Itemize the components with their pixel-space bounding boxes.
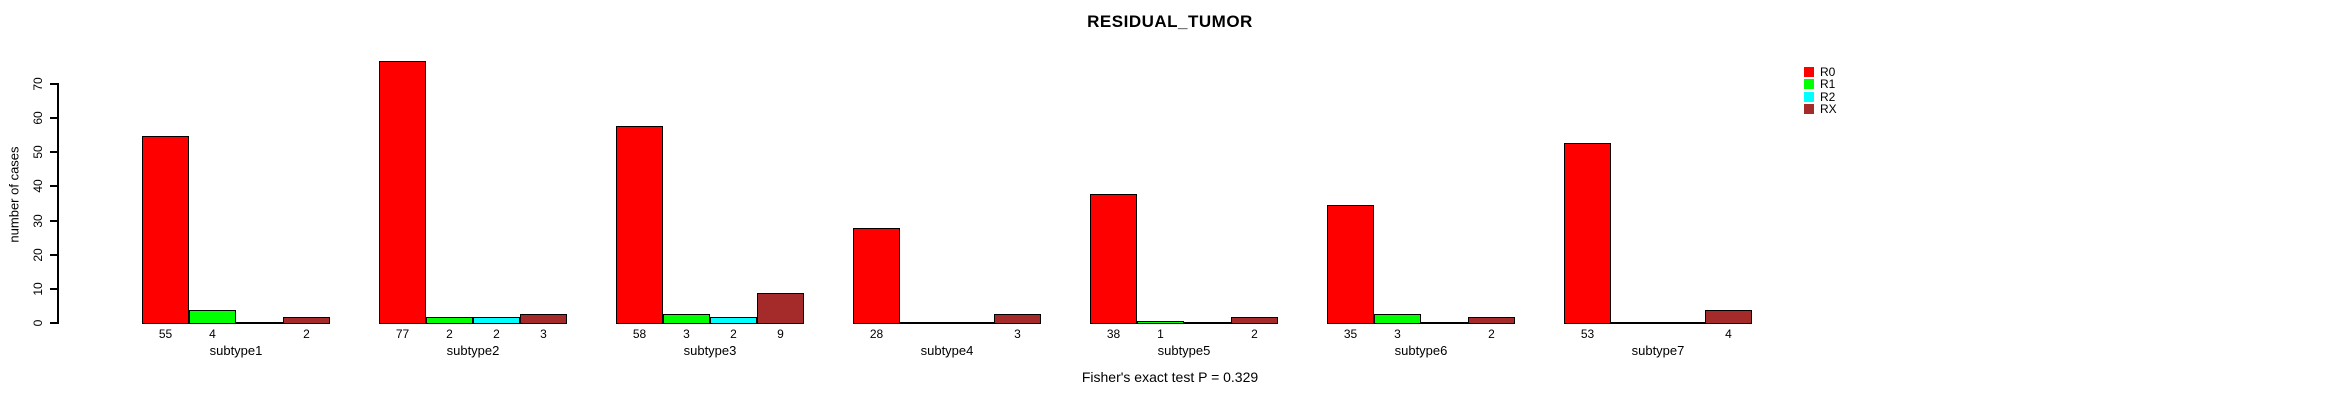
bar-value-label: 4 [1725,327,1732,341]
legend-label-RX: RX [1820,102,1837,117]
bar-R0-subtype6 [1327,204,1374,324]
y-axis-label: number of cases [6,146,22,243]
bar-RX-subtype6 [1468,317,1515,324]
group-baseline [1327,322,1515,324]
fisher-test-annotation: Fisher's exact test P = 0.329 [1081,369,1259,385]
bar-RX-subtype3 [757,293,804,324]
bar-R0-subtype7 [1564,143,1611,324]
legend-label-R2: R2 [1820,89,1836,104]
y-axis-tick-label: 40 [31,179,45,194]
bar-value-label: 2 [730,327,737,341]
bar-value-label: 4 [209,327,216,341]
x-axis-category-label: subtype1 [209,343,263,358]
legend-item-R1: R1 [1804,78,1837,90]
bar-R1-subtype5 [1137,320,1184,324]
bar-R1-subtype2 [426,317,473,324]
legend-item-R0: R0 [1804,66,1837,78]
bar-R2-subtype3 [710,317,757,324]
legend-item-R2: R2 [1804,91,1837,103]
x-axis-category-label: subtype2 [446,343,500,358]
x-axis-category-label: subtype5 [1157,343,1211,358]
y-axis-tick [50,322,57,324]
bar-value-label: 58 [632,327,647,341]
bar-R0-subtype4 [853,228,900,324]
bar-RX-subtype4 [994,313,1041,324]
y-axis-tick-label: 50 [31,145,45,159]
x-axis-category-label: subtype4 [920,343,974,358]
y-axis-tick-label: 60 [31,111,45,125]
bar-value-label: 55 [158,327,173,341]
legend-label-R1: R1 [1820,77,1836,92]
bar-R1-subtype6 [1374,313,1421,324]
bar-value-label: 3 [1394,327,1401,341]
legend-swatch-RX [1804,104,1814,115]
bar-RX-subtype7 [1705,310,1752,324]
y-axis-tick [50,219,57,222]
y-axis-tick [50,83,57,85]
y-axis-tick-label: 70 [31,77,45,91]
bar-value-label: 3 [1014,327,1021,341]
y-axis-line [57,83,59,324]
x-axis-category-label: subtype3 [683,343,737,358]
bar-RX-subtype5 [1231,317,1278,324]
y-axis-tick [50,117,57,120]
legend-item-RX: RX [1804,103,1837,115]
bar-R0-subtype1 [142,136,189,324]
group-baseline [1090,322,1278,324]
group-baseline [853,322,1041,324]
legend-swatch-R0 [1804,67,1814,78]
bar-value-label: 2 [446,327,453,341]
y-axis-tick [50,253,57,256]
bar-value-label: 3 [683,327,690,341]
x-axis-category-label: subtype6 [1394,343,1448,358]
bar-value-label: 1 [1157,327,1164,341]
bar-value-label: 3 [540,327,547,341]
bar-value-label: 2 [1488,327,1495,341]
group-baseline [142,322,330,324]
legend-label-R0: R0 [1820,65,1836,80]
bar-value-label: 38 [1106,327,1121,341]
bar-value-label: 77 [395,327,410,341]
bar-RX-subtype1 [283,317,330,324]
chart-title: RESIDUAL_TUMOR [1087,12,1253,31]
group-baseline [1564,322,1752,324]
bar-R1-subtype1 [189,310,236,324]
bar-R1-subtype3 [663,313,710,324]
bar-value-label: 2 [493,327,500,341]
y-axis-tick-label: 20 [31,248,45,262]
bar-R0-subtype2 [379,61,426,324]
bar-R0-subtype3 [616,125,663,324]
bar-value-label: 28 [869,327,884,341]
legend-swatch-R2 [1804,91,1814,102]
bar-value-label: 53 [1580,327,1595,341]
bar-RX-subtype2 [520,313,567,324]
bar-value-label: 2 [303,327,310,341]
y-axis-tick-label: 30 [31,213,45,228]
bar-value-label: 35 [1343,327,1358,341]
bar-R2-subtype2 [473,317,520,324]
y-axis-tick [50,185,57,188]
x-axis-category-label: subtype7 [1631,343,1685,358]
y-axis-tick-label: 0 [31,319,45,327]
y-axis-tick [50,287,57,290]
y-axis-tick [50,151,57,154]
bar-value-label: 9 [777,327,784,341]
bar-R0-subtype5 [1090,194,1137,324]
bar-value-label: 2 [1251,327,1258,341]
legend: R0 R1 R2 RX [1804,66,1837,115]
legend-swatch-R1 [1804,79,1814,90]
y-axis-tick-label: 10 [31,282,45,296]
